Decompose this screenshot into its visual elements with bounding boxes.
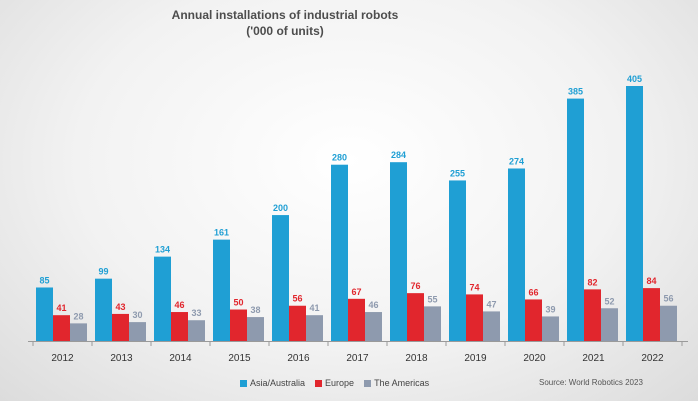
- bar-asia-2012: [36, 287, 53, 341]
- data-label-europe-2016: 56: [292, 294, 302, 304]
- x-tick-label-2015: 2015: [228, 353, 251, 364]
- bar-europe-2020: [525, 299, 542, 341]
- data-label-europe-2020: 66: [528, 287, 538, 297]
- x-tick-label-2014: 2014: [169, 353, 192, 364]
- bar-europe-2021: [584, 289, 601, 341]
- x-tick-label-2017: 2017: [346, 353, 369, 364]
- data-label-americas-2020: 39: [545, 304, 555, 314]
- bar-americas-2014: [188, 320, 205, 341]
- bar-americas-2022: [660, 305, 677, 341]
- legend-label-americas: The Americas: [374, 378, 430, 388]
- bar-americas-2016: [306, 315, 323, 341]
- data-label-europe-2021: 82: [587, 277, 597, 287]
- bar-americas-2019: [483, 311, 500, 341]
- data-label-americas-2014: 33: [191, 308, 201, 318]
- bar-americas-2015: [247, 317, 264, 341]
- bar-asia-2017: [331, 164, 348, 341]
- bar-europe-2014: [171, 312, 188, 341]
- data-label-europe-2022: 84: [646, 276, 656, 286]
- bar-americas-2017: [365, 312, 382, 341]
- data-label-americas-2016: 41: [309, 303, 319, 313]
- x-tick-label-2021: 2021: [582, 353, 605, 364]
- data-label-asia-2012: 85: [39, 275, 49, 285]
- x-tick-label-2018: 2018: [405, 353, 428, 364]
- x-tick-label-2016: 2016: [287, 353, 310, 364]
- bar-europe-2019: [466, 294, 483, 341]
- legend-swatch-asia: [240, 379, 247, 387]
- data-label-asia-2013: 99: [98, 267, 108, 277]
- data-label-americas-2015: 38: [250, 305, 260, 315]
- data-label-asia-2017: 280: [332, 153, 347, 163]
- x-tick-label-2012: 2012: [51, 353, 74, 364]
- data-label-europe-2017: 67: [351, 287, 361, 297]
- bar-europe-2015: [230, 309, 247, 341]
- data-label-europe-2012: 41: [56, 303, 66, 313]
- chart-title: Annual installations of industrial robot…: [171, 8, 399, 22]
- data-label-americas-2019: 47: [486, 299, 496, 309]
- data-label-americas-2021: 52: [604, 296, 614, 306]
- x-tick-label-2019: 2019: [464, 353, 487, 364]
- bar-europe-2018: [407, 293, 424, 341]
- data-label-asia-2018: 284: [391, 150, 406, 160]
- bar-americas-2013: [129, 322, 146, 341]
- data-label-europe-2019: 74: [469, 282, 479, 292]
- legend-label-asia: Asia/Australia: [250, 378, 306, 388]
- legend: Asia/Australia Europe The Americas: [240, 378, 429, 388]
- legend-item-europe: Europe: [315, 378, 354, 388]
- bar-europe-2013: [112, 313, 129, 341]
- x-tick-label-2013: 2013: [110, 353, 133, 364]
- source-note: Source: World Robotics 2023: [539, 378, 643, 387]
- bar-europe-2012: [53, 315, 70, 341]
- bar-asia-2022: [626, 86, 643, 341]
- data-label-asia-2015: 161: [214, 228, 229, 238]
- legend-label-europe: Europe: [325, 378, 355, 388]
- data-label-asia-2016: 200: [273, 203, 288, 213]
- data-label-europe-2014: 46: [174, 300, 184, 310]
- data-label-asia-2019: 255: [450, 168, 465, 178]
- data-label-americas-2022: 56: [663, 294, 673, 304]
- x-tick-label-2022: 2022: [641, 353, 664, 364]
- data-label-asia-2014: 134: [155, 245, 170, 255]
- bar-asia-2018: [390, 162, 407, 341]
- data-label-asia-2020: 274: [509, 156, 524, 166]
- chart-subtitle: ('000 of units): [246, 24, 324, 38]
- data-label-asia-2022: 405: [627, 74, 642, 84]
- legend-item-americas: The Americas: [364, 378, 429, 388]
- bar-asia-2016: [272, 215, 289, 341]
- bar-americas-2021: [601, 308, 618, 341]
- data-label-americas-2017: 46: [368, 300, 378, 310]
- data-label-americas-2013: 30: [132, 310, 142, 320]
- data-label-americas-2018: 55: [427, 294, 437, 304]
- legend-item-asia: Asia/Australia: [240, 378, 305, 388]
- data-label-europe-2018: 76: [410, 281, 420, 291]
- bar-asia-2014: [154, 256, 171, 341]
- bar-americas-2012: [70, 323, 87, 341]
- data-label-americas-2012: 28: [73, 311, 83, 321]
- bar-asia-2021: [567, 98, 584, 341]
- data-label-europe-2013: 43: [115, 302, 125, 312]
- bar-asia-2019: [449, 180, 466, 341]
- bar-americas-2020: [542, 316, 559, 341]
- bar-asia-2013: [95, 278, 112, 341]
- bar-asia-2015: [213, 239, 230, 341]
- x-tick-label-2020: 2020: [523, 353, 546, 364]
- bar-asia-2020: [508, 168, 525, 341]
- legend-swatch-americas: [364, 379, 372, 387]
- data-label-asia-2021: 385: [568, 87, 583, 97]
- data-label-europe-2015: 50: [233, 298, 243, 308]
- legend-swatch-europe: [315, 379, 323, 387]
- bar-europe-2017: [348, 298, 365, 341]
- bar-americas-2018: [424, 306, 441, 341]
- bar-europe-2016: [289, 305, 306, 341]
- bar-europe-2022: [643, 288, 660, 341]
